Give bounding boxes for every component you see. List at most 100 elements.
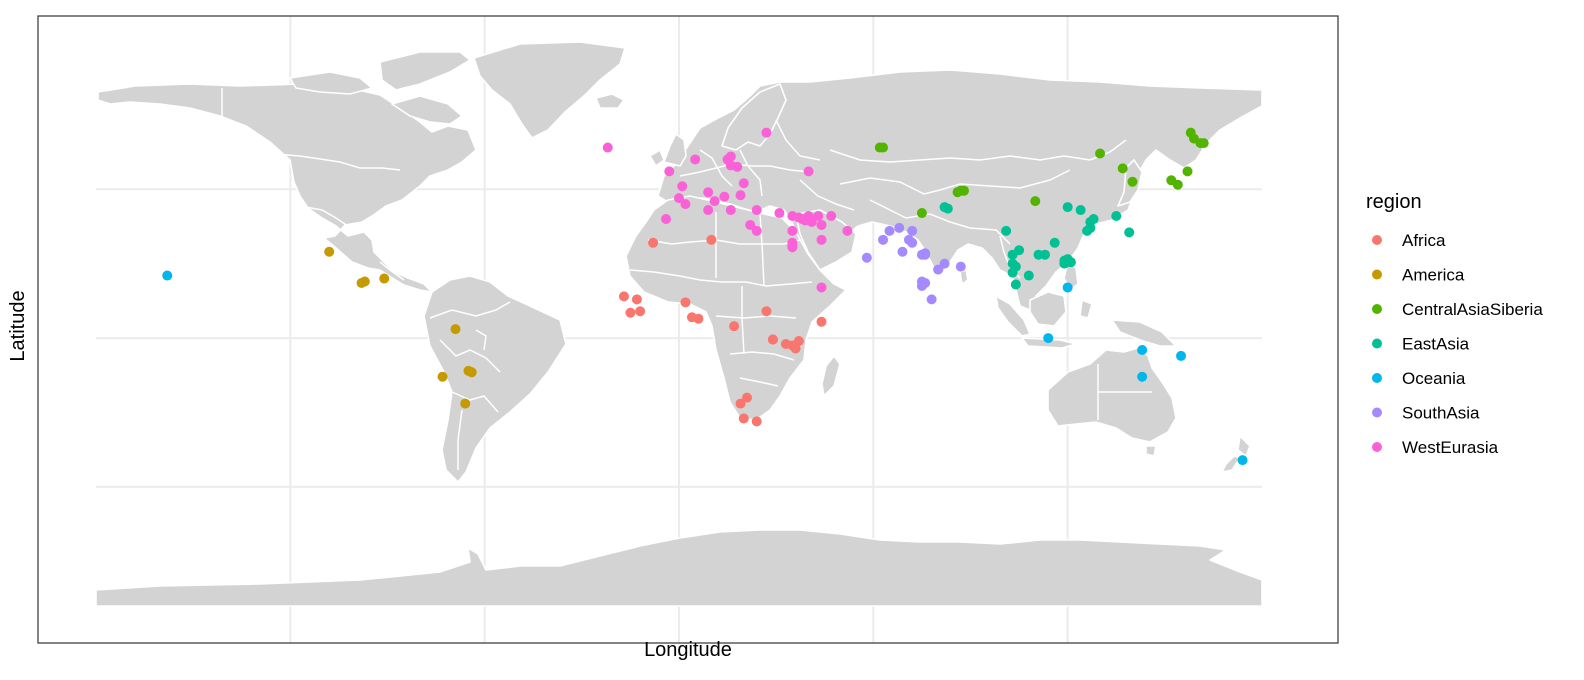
data-point-southasia bbox=[907, 225, 918, 236]
border-sa-central bbox=[439, 339, 501, 373]
legend-label-africa: Africa bbox=[1402, 231, 1446, 250]
land-sulawesi bbox=[1079, 299, 1093, 319]
data-point-westeurasia bbox=[719, 191, 730, 202]
land-north-america bbox=[97, 83, 477, 293]
data-point-africa bbox=[693, 313, 704, 324]
data-point-westeurasia bbox=[787, 225, 798, 236]
border-central-america bbox=[379, 261, 405, 281]
land-sri-lanka bbox=[959, 269, 969, 285]
plot-panel bbox=[37, 15, 1339, 644]
legend-key-oceania bbox=[1372, 373, 1382, 383]
data-point-westeurasia bbox=[816, 219, 827, 230]
data-point-westeurasia bbox=[751, 205, 762, 216]
land-antarctica bbox=[95, 529, 1263, 607]
legend-key-america bbox=[1372, 269, 1382, 280]
data-point-westeurasia bbox=[738, 178, 749, 189]
land-canadian-archipelago bbox=[289, 71, 373, 95]
data-point-westeurasia bbox=[725, 205, 736, 216]
land-borneo bbox=[1029, 291, 1067, 327]
data-point-westeurasia bbox=[664, 166, 675, 177]
data-point-eastasia bbox=[1014, 245, 1025, 256]
legend-label-southasia: SouthAsia bbox=[1402, 404, 1480, 423]
land-iceland bbox=[595, 93, 625, 109]
data-point-southasia bbox=[907, 237, 918, 248]
data-point-westeurasia bbox=[703, 187, 714, 198]
data-point-westeurasia bbox=[703, 205, 714, 216]
data-point-westeurasia bbox=[732, 161, 743, 172]
data-point-africa bbox=[729, 321, 740, 332]
border-sa-north bbox=[429, 301, 511, 319]
legend-label-centralasiasiberia: CentralAsiaSiberia bbox=[1402, 300, 1543, 319]
legend-key-centralasiasiberia bbox=[1372, 304, 1382, 314]
data-point-eastasia bbox=[1088, 213, 1099, 224]
legend-title: region bbox=[1366, 191, 1422, 213]
border-usa-mexico bbox=[299, 205, 349, 227]
land-baffin bbox=[391, 95, 463, 125]
data-point-southasia bbox=[933, 264, 944, 275]
data-point-westeurasia bbox=[674, 193, 684, 204]
data-point-westeurasia bbox=[803, 166, 814, 177]
data-point-eastasia bbox=[1007, 267, 1018, 278]
data-point-africa bbox=[738, 413, 749, 424]
data-point-westeurasia bbox=[761, 127, 772, 138]
data-point-oceania bbox=[1137, 371, 1148, 382]
legend-label-eastasia: EastAsia bbox=[1402, 335, 1470, 354]
data-point-westeurasia bbox=[813, 211, 824, 222]
data-point-westeurasia bbox=[842, 225, 853, 236]
border-africa-north bbox=[647, 239, 801, 245]
data-point-southasia bbox=[955, 261, 966, 272]
border-russia-west bbox=[775, 119, 821, 161]
y-axis-title: Latitude bbox=[7, 290, 29, 361]
data-point-westeurasia bbox=[806, 216, 817, 227]
land-new-guinea bbox=[1111, 319, 1177, 347]
data-point-centralasiasiberia bbox=[1172, 179, 1183, 190]
data-point-eastasia bbox=[1111, 211, 1122, 222]
data-point-africa bbox=[751, 416, 762, 427]
legend-items: Africa America CentralAsiaSiberia EastAsia O… bbox=[1372, 231, 1543, 457]
land-tasmania bbox=[1145, 445, 1157, 457]
data-point-southasia bbox=[897, 246, 908, 257]
data-point-eastasia bbox=[1075, 205, 1086, 216]
data-point-africa bbox=[625, 307, 636, 318]
data-point-westeurasia bbox=[661, 213, 672, 224]
data-point-eastasia bbox=[1039, 249, 1050, 260]
data-point-africa bbox=[742, 392, 753, 403]
data-point-africa bbox=[761, 306, 772, 317]
data-point-southasia bbox=[884, 225, 895, 236]
data-point-america bbox=[450, 324, 461, 335]
data-point-eastasia bbox=[1001, 225, 1012, 236]
data-point-southasia bbox=[894, 222, 905, 233]
data-point-america bbox=[324, 246, 335, 257]
data-point-africa bbox=[706, 234, 717, 245]
border-africa-c bbox=[741, 286, 745, 355]
data-point-oceania bbox=[1062, 282, 1073, 293]
data-point-westeurasia bbox=[725, 151, 736, 162]
data-point-westeurasia bbox=[677, 181, 688, 192]
data-point-oceania bbox=[1137, 344, 1148, 355]
x-axis-title: Longitude bbox=[644, 639, 732, 661]
data-point-oceania bbox=[1237, 455, 1248, 466]
data-point-africa bbox=[635, 306, 646, 317]
data-point-westeurasia bbox=[787, 242, 798, 253]
data-point-america bbox=[466, 367, 477, 378]
data-point-centralasiasiberia bbox=[878, 142, 889, 153]
border-africa-sahel bbox=[629, 269, 813, 287]
data-point-eastasia bbox=[1124, 227, 1135, 238]
data-point-westeurasia bbox=[816, 234, 827, 245]
data-point-centralasiasiberia bbox=[1182, 166, 1193, 177]
land-canadian-archipelago-east bbox=[379, 51, 471, 91]
data-point-eastasia bbox=[1062, 202, 1073, 213]
border-sa-inner bbox=[475, 329, 487, 351]
country-borders bbox=[150, 88, 1152, 470]
land-great-britain bbox=[663, 133, 687, 167]
land-new-zealand-north bbox=[1237, 435, 1251, 457]
data-point-africa bbox=[735, 398, 746, 409]
legend-key-southasia bbox=[1372, 407, 1382, 418]
border-africa-south bbox=[729, 351, 795, 361]
border-africa-central bbox=[715, 315, 797, 319]
data-point-africa bbox=[618, 291, 629, 302]
border-middle-east bbox=[799, 179, 855, 211]
land-ireland bbox=[649, 149, 665, 167]
border-sa-south bbox=[451, 391, 499, 413]
